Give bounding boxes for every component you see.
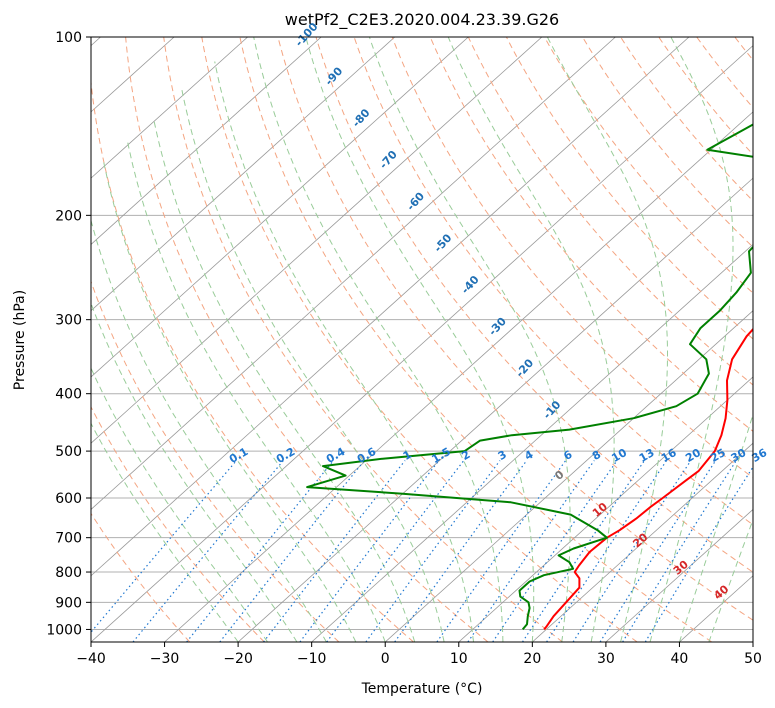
x-tick-label: −40 [76,651,106,667]
mixing-ratio-line [326,460,465,642]
y-tick-label: 200 [55,208,82,224]
x-tick-label: 40 [671,651,689,667]
plot-frame [90,36,754,643]
dry-adiabat-line [467,37,753,386]
mixing-ratio-line [91,460,237,634]
chart-title: wetPf2_C2E3.2020.004.23.39.G26 [285,10,559,30]
mixing-ratio-line [299,460,440,642]
isotherm-line [458,376,753,642]
moist-adiabat-line [546,37,668,642]
x-tick-label: 20 [523,651,541,667]
dry-adiabat-line [505,37,753,340]
x-tick-label: −10 [297,651,327,667]
moist-adiabat-line [305,37,535,642]
mixing-ratio-line [132,460,284,642]
moist-adiabat-line [253,37,504,642]
isotherm-line [91,37,322,245]
plot-background-lines [91,37,753,642]
isotherm-line [532,442,753,642]
isotherm-line [164,111,753,642]
moist-adiabat-line [214,61,474,642]
mixing-ratio-line [186,460,334,642]
y-tick-label: 1000 [46,622,82,638]
dry-adiabat-line [315,37,753,573]
mixing-ratio-line [394,460,528,642]
y-tick-label: 700 [55,531,82,547]
y-tick-label: 900 [55,595,82,611]
y-tick-label: 400 [55,387,82,403]
x-tick-label: 0 [381,651,390,667]
moist-adiabat-line [447,37,615,642]
moist-adiabat-line [708,518,753,642]
y-tick-label: 300 [55,313,82,329]
mixing-ratio-line [365,460,501,642]
mixing-ratio-line [436,460,567,642]
dry-adiabat-line [163,37,563,642]
mixing-ratio-line [492,460,618,642]
mixing-ratio-line [467,460,595,642]
moist-adiabat-line [91,422,239,642]
x-tick-label: 10 [450,651,468,667]
x-tick-label: 30 [597,651,615,667]
isotherm-line [91,37,396,312]
y-tick-label: 600 [55,491,82,507]
dry-adiabat-line [91,405,265,642]
moist-adiabat-line [91,367,268,642]
dry-adiabat-line [620,37,753,202]
x-tick-label: −30 [150,651,180,667]
dewpoint-line [306,123,753,631]
temperature-line [543,327,753,631]
moist-adiabat-line [127,141,386,642]
moist-adiabat-line [649,37,734,642]
dry-adiabat-line [582,37,753,248]
isotherm-line [91,37,543,444]
y-axis-title: Pressure (hPa) [12,290,28,390]
moist-adiabat-line [368,37,571,642]
moist-adiabat-line [153,119,416,642]
y-tick-label: 500 [55,444,82,460]
isotherm-line [91,37,469,378]
isotherm-line [91,45,753,642]
moist-adiabat-line [91,218,327,642]
dry-adiabat-line [429,37,753,432]
mixing-ratio-line [521,460,645,642]
y-tick-label: 100 [55,30,82,46]
dry-adiabat-line [91,77,414,642]
moist-adiabat-line [103,160,357,642]
isotherm-line [384,310,753,642]
dry-adiabat-line [277,37,753,621]
isotherm-line [237,177,753,642]
isotherm-line [91,37,616,511]
dry-adiabat-line [391,37,753,479]
x-axis: −40 −30 −20 −10 0 10 20 30 40 50 [76,642,762,667]
isotherm-line [605,508,753,642]
x-axis-title: Temperature (°C) [361,681,483,697]
sounding-series [306,123,753,631]
dry-adiabat-line [201,37,638,642]
isotherm-line [91,37,690,577]
dry-adiabat-line [239,37,713,642]
mixing-ratio-line [546,460,668,642]
isotherm-line [91,37,248,179]
moist-adiabat-line [91,301,298,642]
moist-adiabat-line [678,413,753,642]
y-tick-label: 800 [55,565,82,581]
x-tick-label: −20 [223,651,253,667]
x-tick-label: 50 [744,651,762,667]
y-axis: 100 200 300 400 500 600 700 800 900 1000 [46,30,91,638]
